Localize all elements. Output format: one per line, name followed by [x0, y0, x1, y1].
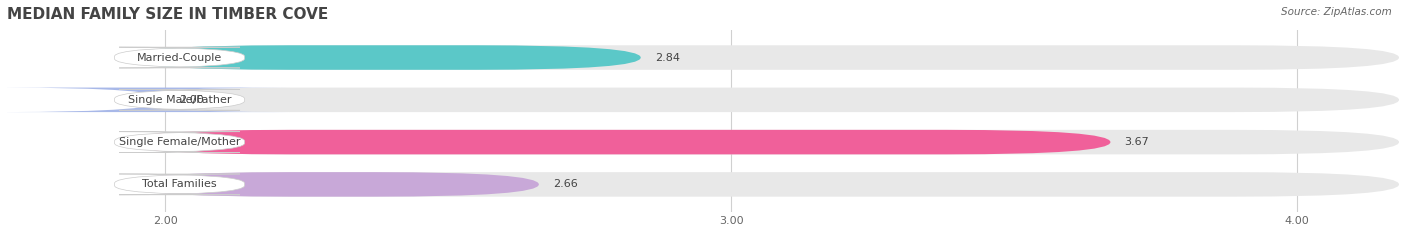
Text: 2.66: 2.66 [553, 179, 578, 189]
Text: Single Female/Mother: Single Female/Mother [118, 137, 240, 147]
FancyBboxPatch shape [125, 88, 1399, 112]
FancyBboxPatch shape [125, 45, 1399, 70]
Text: MEDIAN FAMILY SIZE IN TIMBER COVE: MEDIAN FAMILY SIZE IN TIMBER COVE [7, 7, 328, 22]
Text: Total Families: Total Families [142, 179, 217, 189]
FancyBboxPatch shape [125, 172, 1399, 197]
Text: Source: ZipAtlas.com: Source: ZipAtlas.com [1281, 7, 1392, 17]
FancyBboxPatch shape [125, 45, 641, 70]
FancyBboxPatch shape [114, 47, 245, 68]
FancyBboxPatch shape [125, 130, 1399, 154]
Text: 2.84: 2.84 [655, 53, 681, 62]
FancyBboxPatch shape [114, 89, 245, 110]
FancyBboxPatch shape [125, 172, 538, 197]
Text: 2.00: 2.00 [180, 95, 204, 105]
FancyBboxPatch shape [114, 132, 245, 153]
FancyBboxPatch shape [114, 174, 245, 195]
Text: Single Male/Father: Single Male/Father [128, 95, 232, 105]
FancyBboxPatch shape [125, 130, 1111, 154]
Text: 3.67: 3.67 [1125, 137, 1149, 147]
Text: Married-Couple: Married-Couple [136, 53, 222, 62]
FancyBboxPatch shape [1, 88, 290, 112]
